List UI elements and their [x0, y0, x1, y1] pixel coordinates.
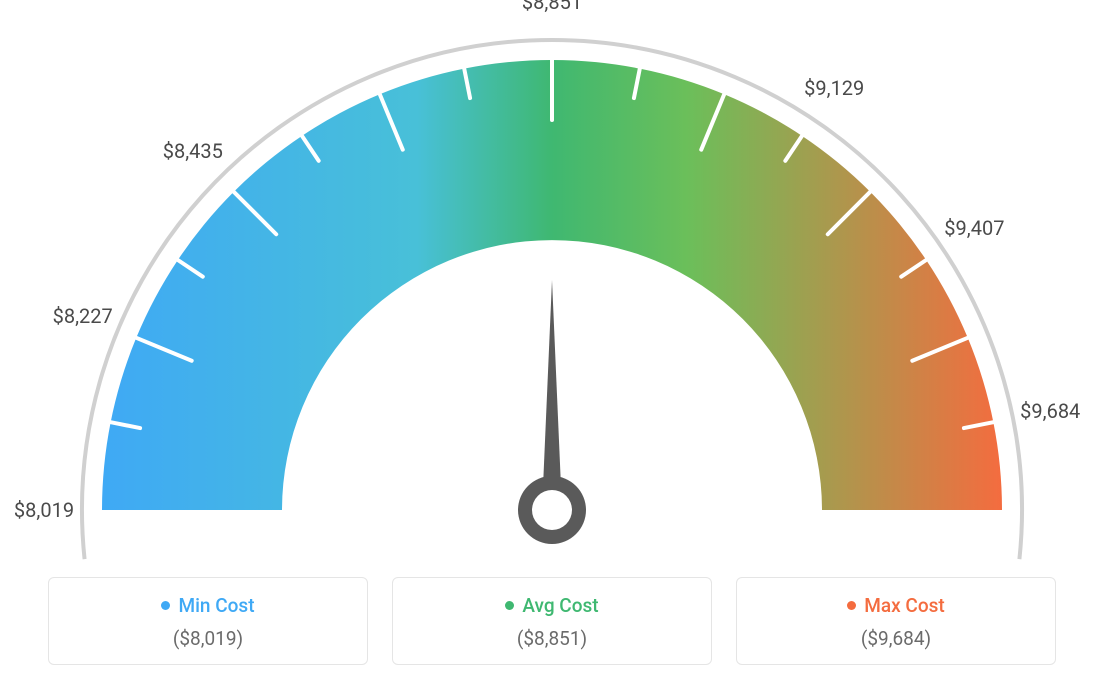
- summary-cards: Min Cost ($8,019) Avg Cost ($8,851) Max …: [0, 577, 1104, 665]
- max-dot-icon: [847, 601, 856, 610]
- gauge-tick-label: $9,129: [804, 76, 864, 100]
- max-cost-value: ($9,684): [757, 627, 1035, 650]
- min-cost-card: Min Cost ($8,019): [48, 577, 368, 665]
- gauge-svg: [0, 0, 1104, 560]
- min-cost-label: Min Cost: [178, 594, 254, 617]
- min-cost-value: ($8,019): [69, 627, 347, 650]
- min-dot-icon: [161, 601, 170, 610]
- avg-dot-icon: [505, 601, 514, 610]
- gauge-tick-label: $9,684: [1020, 399, 1080, 423]
- gauge-chart: $8,019 $8,227 $8,435 $8,851 $9,129 $9,407 $9,6…: [0, 0, 1104, 560]
- avg-cost-card: Avg Cost ($8,851): [392, 577, 712, 665]
- avg-cost-value: ($8,851): [413, 627, 691, 650]
- gauge-tick-label: $8,435: [163, 139, 223, 163]
- gauge-tick-label: $9,407: [944, 216, 1004, 240]
- gauge-tick-label: $8,851: [522, 0, 582, 14]
- max-cost-label: Max Cost: [864, 594, 944, 617]
- avg-cost-label: Avg Cost: [522, 594, 598, 617]
- max-cost-card: Max Cost ($9,684): [736, 577, 1056, 665]
- gauge-tick-label: $8,227: [53, 304, 113, 328]
- gauge-tick-label: $8,019: [14, 498, 74, 522]
